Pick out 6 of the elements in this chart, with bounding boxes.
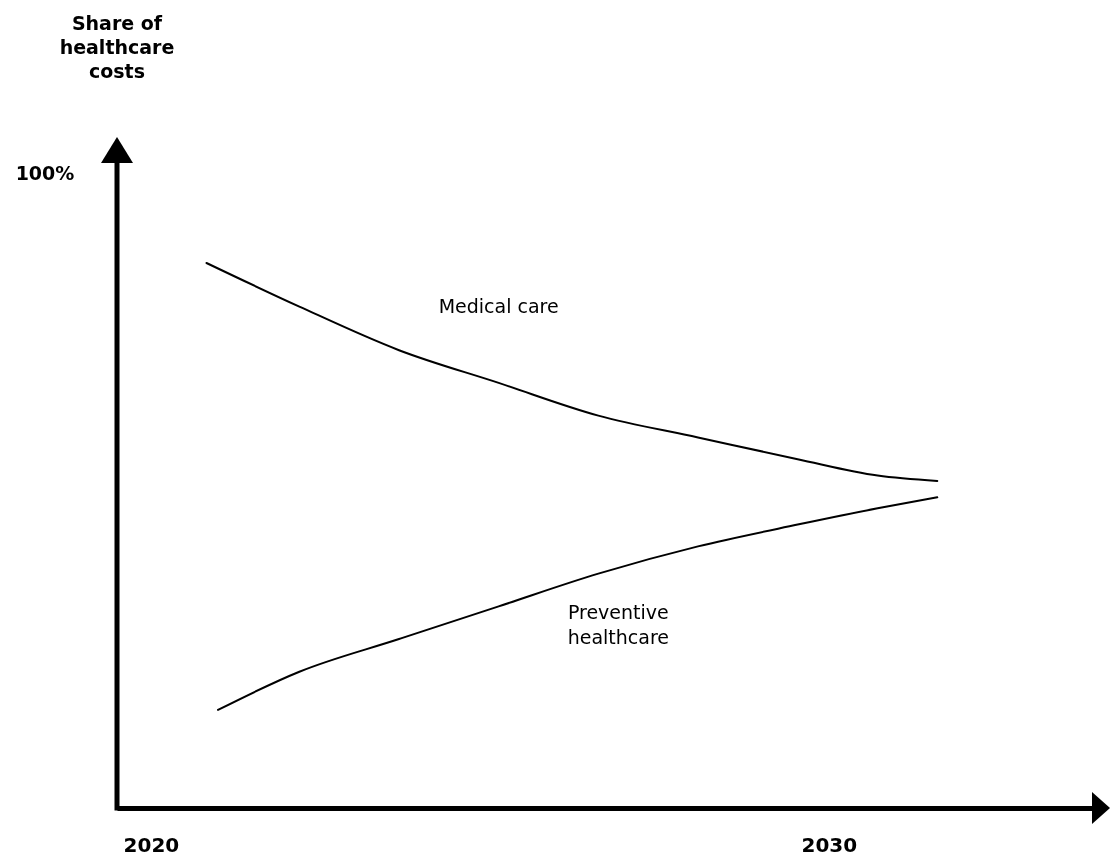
text: Share of healthcare costs — [59, 12, 175, 82]
series-label: Preventive healthcare — [567, 600, 669, 648]
x-tick-label: 2020 — [123, 833, 180, 858]
text: 100% — [15, 162, 75, 184]
x-tick-label: 2030 — [801, 833, 858, 858]
text: Medical care — [438, 294, 559, 317]
